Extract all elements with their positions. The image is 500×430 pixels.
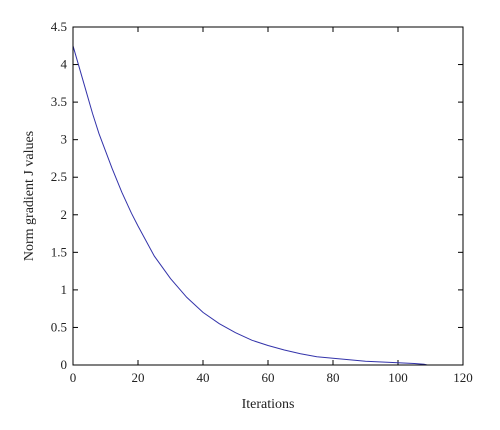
y-tick-label: 4 (61, 57, 68, 72)
series-group (72, 45, 428, 366)
x-tick-label: 120 (453, 370, 473, 385)
y-axis-title: Norm gradient J values (22, 131, 37, 261)
x-tick-label: 0 (70, 370, 77, 385)
x-tick-label: 40 (197, 370, 210, 385)
y-tick-label: 0 (61, 357, 68, 372)
x-axis-title: Iterations (242, 397, 295, 412)
series-line (72, 45, 428, 366)
x-tick-label: 100 (388, 370, 408, 385)
y-axis-ticks: 0 0.5 1 1.5 2 2.5 3 3.5 4 4.5 (51, 19, 463, 372)
y-tick-label: 0.5 (51, 319, 67, 334)
plot-area-frame (72, 26, 464, 366)
x-axis-ticks: 0 20 40 60 80 100 120 (70, 27, 473, 385)
y-tick-label: 3 (61, 132, 68, 147)
y-tick-label: 1.5 (51, 244, 67, 259)
y-tick-label: 2 (61, 207, 68, 222)
y-tick-label: 2.5 (51, 169, 67, 184)
y-tick-label: 1 (61, 282, 68, 297)
y-tick-label: 4.5 (51, 19, 67, 34)
y-tick-label: 3.5 (51, 94, 67, 109)
x-tick-label: 20 (132, 370, 145, 385)
x-tick-label: 80 (327, 370, 340, 385)
x-tick-label: 60 (262, 370, 275, 385)
